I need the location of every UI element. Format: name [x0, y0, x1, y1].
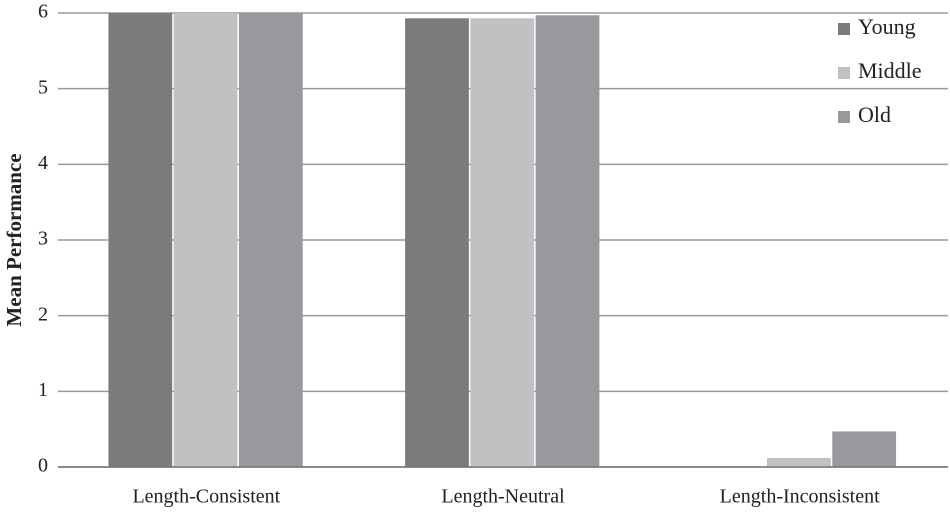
legend-swatch: [838, 67, 850, 79]
bar: [767, 457, 831, 467]
legend-label: Young: [858, 14, 916, 39]
y-tick-label: 6: [38, 1, 48, 23]
bar: [108, 13, 173, 467]
x-tick-label: Length-Consistent: [132, 486, 280, 508]
y-tick-label: 1: [38, 379, 48, 401]
x-tick-label: Length-Inconsistent: [720, 486, 880, 508]
legend-swatch: [838, 23, 850, 35]
y-tick-label: 3: [38, 228, 48, 250]
legend-label: Old: [858, 102, 891, 127]
y-tick-label: 2: [38, 303, 48, 325]
y-tick-label: 0: [38, 455, 48, 477]
legend-label: Middle: [858, 58, 922, 83]
y-axis-title: Mean Performance: [2, 153, 26, 326]
x-tick-label: Length-Neutral: [441, 486, 565, 508]
bar: [470, 18, 535, 468]
bar: [535, 15, 600, 468]
y-tick-label: 4: [38, 152, 48, 174]
bar: [405, 18, 469, 468]
bar: [238, 13, 303, 467]
y-tick-label: 5: [38, 76, 48, 98]
legend-swatch: [838, 111, 850, 123]
bar: [832, 431, 897, 467]
bar: [173, 13, 238, 467]
